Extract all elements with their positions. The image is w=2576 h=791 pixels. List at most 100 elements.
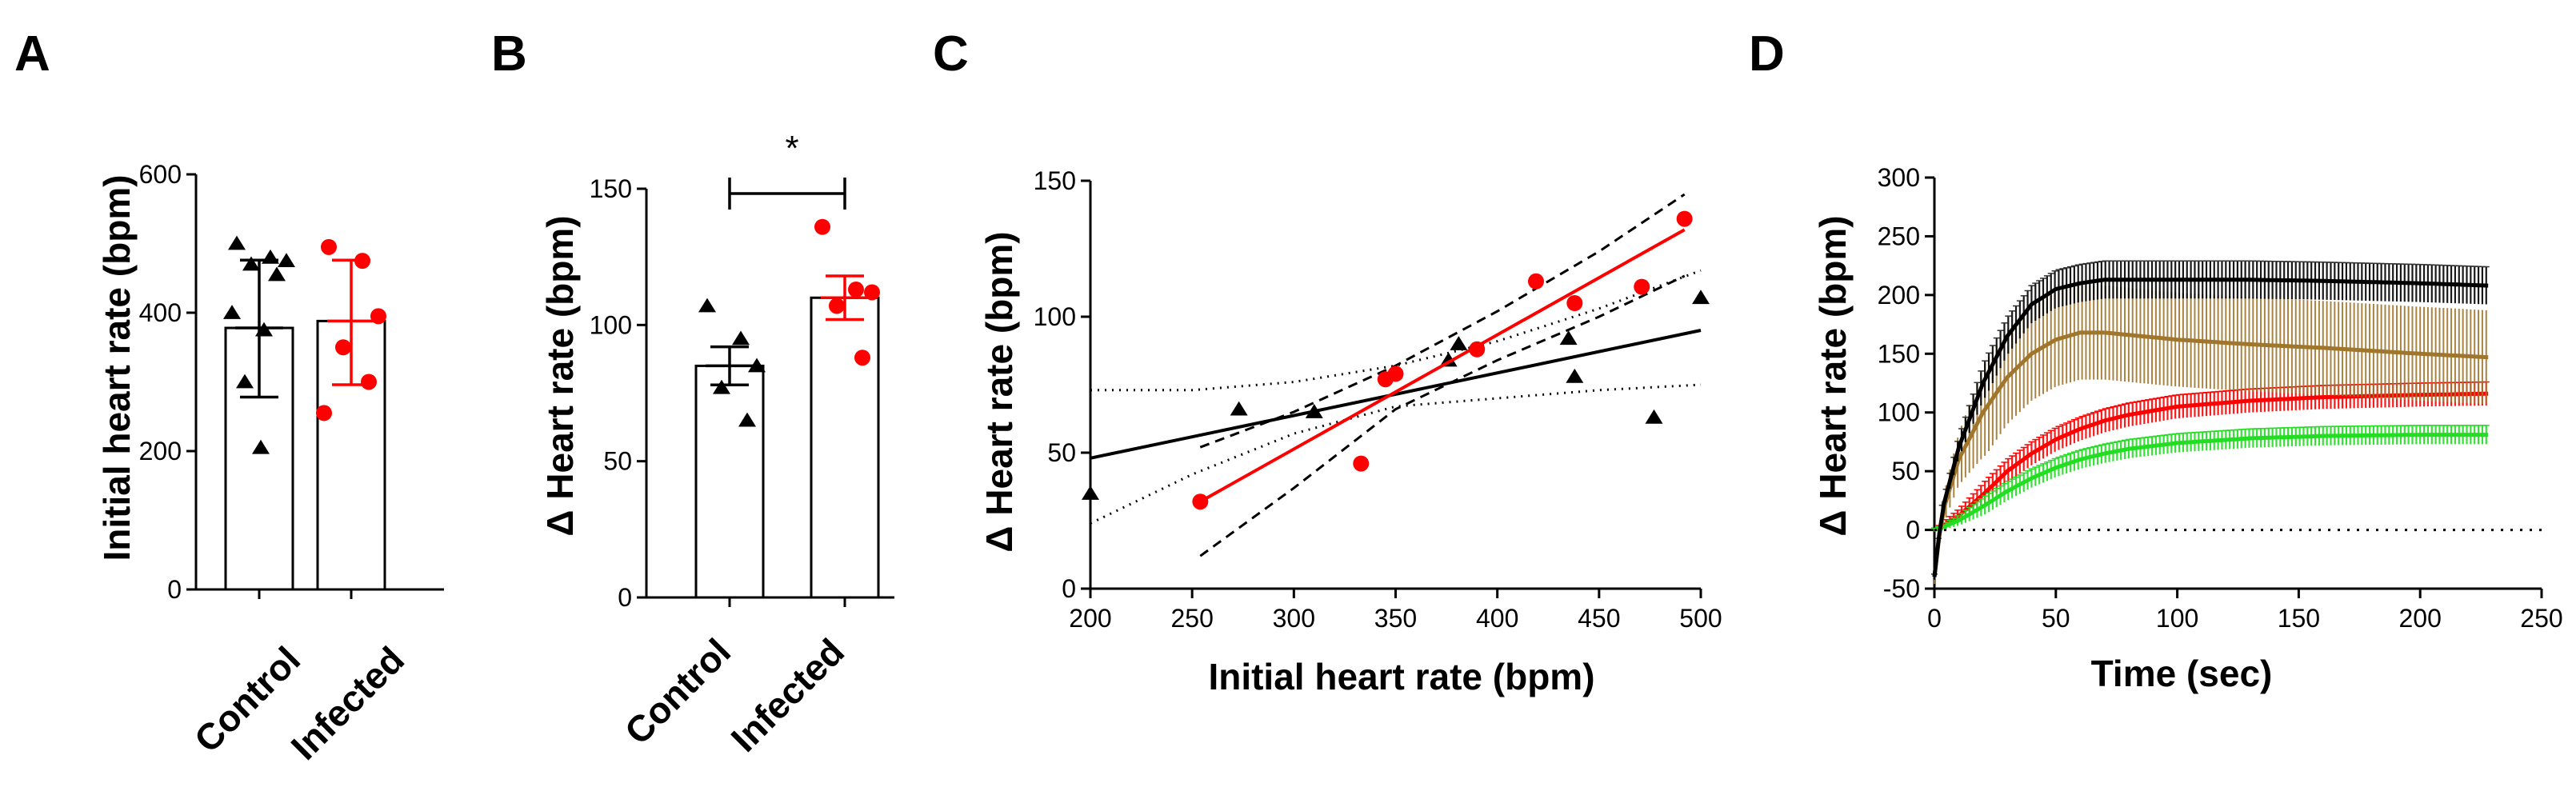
panel-d-y-tick-label-1: 0 <box>1906 516 1920 545</box>
panel-a-point-control-7 <box>236 374 254 389</box>
panel-d-x-tick-label-5: 250 <box>2520 604 2562 633</box>
panel-c-point-infected-6 <box>1566 295 1583 311</box>
panel-c-x-axis-title: Initial heart rate (bpm) <box>1208 656 1594 697</box>
panel-a-y-tick-label-1: 200 <box>139 437 182 465</box>
panel-c-x-tick-label-5: 450 <box>1578 604 1620 633</box>
panel-b-significance-star: * <box>785 129 798 168</box>
panel-a-point-control-8 <box>252 439 270 454</box>
panel-c-point-control-6 <box>1566 368 1584 383</box>
panel-a-point-infected-0 <box>321 238 337 255</box>
panel-c-y-tick-label-3: 150 <box>1034 166 1076 195</box>
panel-b-bar-infected <box>810 296 880 599</box>
panel-c-x-tick-label-4: 400 <box>1476 604 1518 633</box>
panel-d-line-green <box>1934 433 2489 532</box>
panel-a-y-tick-label-3: 600 <box>139 160 182 189</box>
panel-c-ci-lower-control <box>1090 383 1702 525</box>
panel-c-ci-upper-infected <box>1199 193 1686 449</box>
panel-c-x-tick-label-6: 500 <box>1679 604 1722 633</box>
panel-d-y-tick-label-6: 250 <box>1878 222 1920 250</box>
panel-c-y-tick-label-2: 100 <box>1034 302 1076 331</box>
panel-b-point-infected-4 <box>854 350 870 366</box>
panel-c-x-tick-label-2: 300 <box>1273 604 1315 633</box>
panel-b-category-infected: Infected <box>723 630 852 759</box>
panel-a-point-infected-5 <box>316 405 332 421</box>
panel-b-y-tick-label-2: 100 <box>590 310 632 339</box>
panel-c-point-control-8 <box>1692 290 1710 305</box>
panel-a-point-control-5 <box>223 305 241 319</box>
panel-d-y-axis-title: Δ Heart rate (bpm) <box>1812 215 1854 536</box>
panel-d-y-tick-label-5: 200 <box>1878 281 1920 310</box>
panel-b-bar-control <box>694 364 765 599</box>
panel-c-point-control-2 <box>1305 404 1323 418</box>
panel-b-point-infected-1 <box>848 282 864 298</box>
panel-b-y-tick-label-3: 150 <box>590 174 632 203</box>
panel-a-y-tick-label-2: 400 <box>139 298 182 327</box>
panel-a-y-axis-title: Initial heart rate (bpm) <box>96 174 138 561</box>
panel-d-y-tick-label-7: 300 <box>1878 163 1920 192</box>
panel-a-point-infected-4 <box>361 374 377 390</box>
panel-c-y-axis-title: Δ Heart rate (bpm) <box>978 231 1020 552</box>
panel-b-point-infected-3 <box>829 298 845 314</box>
panel-c-ci-lower-infected <box>1199 274 1686 557</box>
panel-c-point-infected-3 <box>1387 366 1404 382</box>
panel-a-point-control-4 <box>268 266 286 282</box>
panel-c-point-infected-4 <box>1469 341 1486 358</box>
panel-b-y-tick-label-0: 0 <box>618 583 632 612</box>
panel-c-y-tick-label-0: 0 <box>1062 574 1076 603</box>
panel-b-point-infected-0 <box>814 218 830 235</box>
panel-a-category-infected: Infected <box>283 638 412 767</box>
panel-c-ci-upper-control <box>1090 269 1702 392</box>
panel-c-fit-line-control <box>1090 329 1702 460</box>
panel-d-x-tick-label-1: 50 <box>2042 604 2070 633</box>
panel-d-x-axis-title: Time (sec) <box>2091 653 2273 694</box>
panel-c-point-control-0 <box>1082 485 1099 500</box>
panel-a-point-control-0 <box>228 235 246 250</box>
panel-d-y-tick-label-3: 100 <box>1878 398 1920 427</box>
panel-b-point-control-4 <box>738 412 756 427</box>
panel-b-y-tick-label-1: 50 <box>603 447 632 476</box>
panel-letter-b: B <box>491 26 527 82</box>
panel-letter-c: C <box>933 26 969 82</box>
panel-a-point-control-3 <box>242 256 260 271</box>
panel-c-y-tick-label-1: 50 <box>1047 438 1076 467</box>
panel-b-point-control-3 <box>713 379 730 394</box>
panel-b-point-infected-2 <box>864 284 880 301</box>
panel-c-fit-line-infected <box>1199 228 1686 503</box>
panel-a-point-control-6 <box>255 322 273 337</box>
panel-a-point-control-2 <box>278 253 295 268</box>
panel-d-line-black <box>1932 278 2489 577</box>
panel-d-x-tick-label-3: 150 <box>2278 604 2320 633</box>
panel-b-point-control-0 <box>698 298 716 313</box>
panel-d-x-tick-label-2: 100 <box>2156 604 2198 633</box>
panel-c-point-infected-8 <box>1676 210 1693 227</box>
panel-d-y-tick-label-0: -50 <box>1883 574 1920 603</box>
panel-c-point-control-7 <box>1645 409 1663 424</box>
panel-a-point-infected-1 <box>354 253 370 270</box>
panel-c-point-control-5 <box>1559 330 1578 346</box>
panel-d-x-tick-label-4: 200 <box>2399 604 2442 633</box>
panel-c-point-infected-5 <box>1527 273 1544 290</box>
panel-d-y-tick-label-2: 50 <box>1891 457 1920 485</box>
chart-marks: 0 200 400 600 0 50 100 150 0 50 100 150 200 250 300 350… <box>139 160 2563 633</box>
panel-b-category-control: Control <box>617 630 738 752</box>
panel-c-point-infected-0 <box>1192 493 1209 510</box>
panel-d-line-red <box>1933 391 2489 532</box>
panel-d-line-brown <box>1932 330 2489 577</box>
panel-d-x-tick-label-0: 0 <box>1927 604 1942 633</box>
panel-letter-d: D <box>1749 26 1785 82</box>
panel-c-point-infected-7 <box>1634 278 1650 295</box>
panel-a-point-control-1 <box>262 249 279 264</box>
panel-a-point-infected-3 <box>335 339 351 356</box>
panel-c-point-control-4 <box>1450 336 1468 350</box>
panel-letter-a: A <box>14 26 50 82</box>
panel-c-point-infected-1 <box>1353 455 1370 472</box>
panel-d-y-tick-label-4: 150 <box>1878 339 1920 368</box>
panel-a-point-infected-2 <box>370 308 386 325</box>
panel-b-y-axis-title: Δ Heart rate (bpm) <box>539 215 581 536</box>
panel-c-x-tick-label-3: 350 <box>1374 604 1417 633</box>
panel-a-y-tick-label-0: 0 <box>167 575 182 604</box>
panel-b-point-control-2 <box>748 358 766 373</box>
panel-c-x-tick-label-1: 250 <box>1170 604 1213 633</box>
panel-c-point-control-1 <box>1230 401 1248 416</box>
